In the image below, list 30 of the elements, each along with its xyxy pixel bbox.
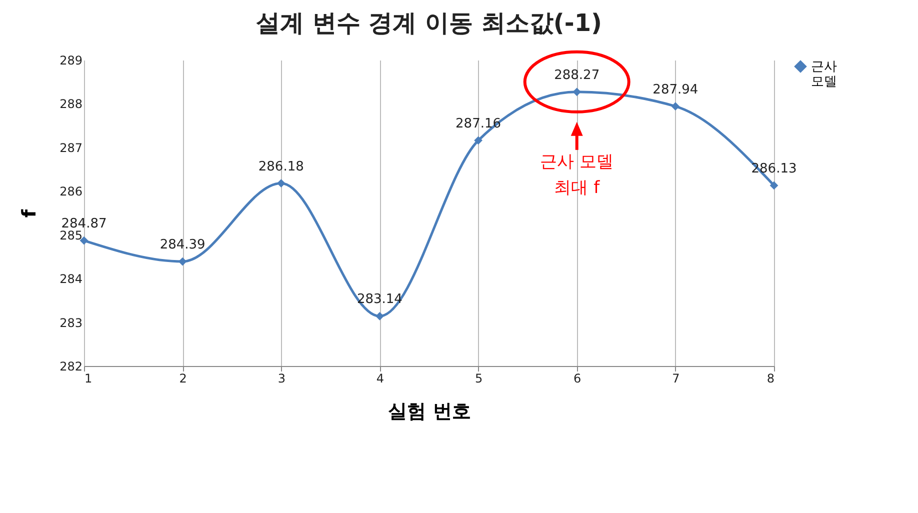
x-tick-label: 2	[179, 372, 187, 386]
point	[671, 102, 680, 111]
y-tick-label: 284	[60, 272, 82, 286]
y-tick-label: 287	[60, 140, 82, 155]
x-tick-label: 3	[278, 372, 286, 386]
point	[376, 312, 384, 320]
y-tick-label: 283	[60, 316, 82, 330]
point	[770, 181, 778, 190]
chart-title: 설계 변수 경계 이동 최소값(-1)	[256, 9, 602, 37]
point	[474, 136, 482, 145]
y-tick-label: 288	[60, 97, 82, 112]
y-axis-title: f	[18, 208, 41, 218]
point	[80, 236, 88, 245]
x-tick-label: 7	[672, 372, 680, 386]
data-label: 288.27	[554, 68, 600, 83]
data-label: 287.94	[652, 82, 698, 98]
y-tick-label: 289	[60, 54, 82, 68]
annotation: 근사 모델 최대 f	[540, 152, 614, 198]
legend-label: 근사 모델	[811, 60, 837, 90]
x-tick-label: 1	[84, 372, 92, 386]
y-tick-label: 282	[60, 360, 82, 374]
x-tick-label: 8	[766, 372, 774, 386]
x-tick-label: 5	[474, 372, 483, 386]
x-axis-title: 실험 번호	[388, 400, 471, 422]
y-tick-label: 286	[60, 184, 82, 199]
x-tick-label: 4	[376, 372, 384, 386]
x-tick-label: 6	[574, 372, 582, 386]
data-label: 286.18	[258, 159, 304, 174]
point	[276, 179, 286, 188]
data-label: 284.39	[160, 238, 206, 253]
